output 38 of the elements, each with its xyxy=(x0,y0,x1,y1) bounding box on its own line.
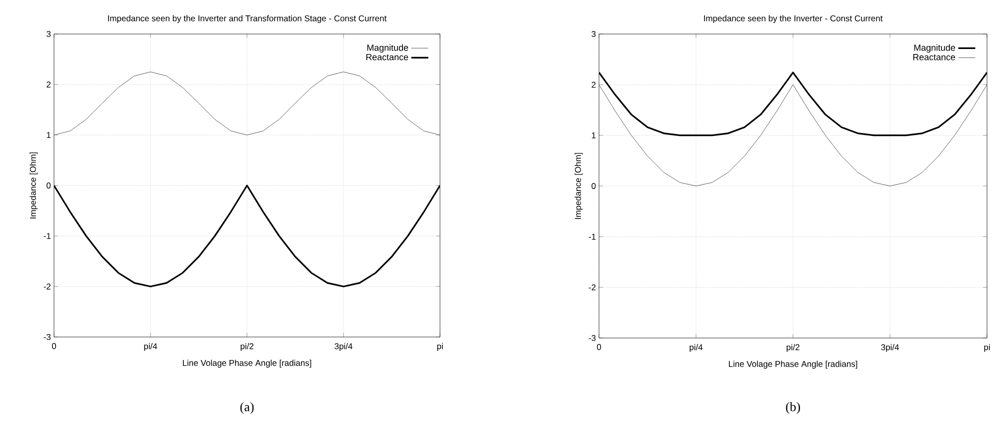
legend-label: Magnitude xyxy=(914,44,956,53)
y-tick-label: -3 xyxy=(44,334,51,340)
legend-label: Reactance xyxy=(913,54,956,60)
y-tick-label: 1 xyxy=(46,132,51,138)
x-tick-label: pi/4 xyxy=(144,343,158,351)
x-tick-label: pi xyxy=(984,344,990,352)
x-tick-label: 3pi/4 xyxy=(334,343,352,351)
y-tick-label: -3 xyxy=(588,335,596,341)
y-axis-title: Impedance [Ohm] xyxy=(30,152,38,218)
x-tick-label: 3pi/4 xyxy=(881,344,899,352)
y-tick-label: 1 xyxy=(592,132,596,138)
line-series xyxy=(599,84,988,186)
x-tick-label: 0 xyxy=(596,344,602,350)
line-series xyxy=(54,72,440,136)
x-tick-label: pi xyxy=(437,343,443,351)
y-tick-label: -2 xyxy=(588,284,596,290)
y-tick-label: 3 xyxy=(592,31,596,37)
x-tick-label: 0 xyxy=(52,343,56,349)
text: (b) xyxy=(786,402,800,414)
text: (a) xyxy=(240,402,254,414)
y-tick-label: 3 xyxy=(46,31,51,37)
y-tick-label: 2 xyxy=(592,82,596,88)
legend-label: Reactance xyxy=(366,54,408,60)
y-tick-label: -1 xyxy=(588,234,596,240)
x-tick-label: pi/2 xyxy=(786,344,800,352)
x-tick-label: pi/2 xyxy=(240,343,254,351)
y-tick-label: -2 xyxy=(44,284,51,290)
x-tick-label: pi/4 xyxy=(690,344,703,352)
legend-label: Magnitude xyxy=(367,44,408,53)
y-tick-label: 0 xyxy=(46,182,51,188)
y-axis-title: Impedance [Ohm] xyxy=(574,152,583,219)
x-axis-title: Line Volage Phase Angle [radians] xyxy=(182,360,312,368)
chart-title: Impedance seen by the Inverter - Const Current xyxy=(704,15,883,23)
chart-title: Impedance seen by the Inverter and Transformation Stage - Const Current xyxy=(108,15,387,24)
x-axis-title: Line Volage Phase Angle [radians] xyxy=(728,360,858,369)
y-tick-label: 2 xyxy=(46,82,51,88)
y-tick-label: 0 xyxy=(592,183,596,189)
y-tick-label: -1 xyxy=(44,233,51,239)
